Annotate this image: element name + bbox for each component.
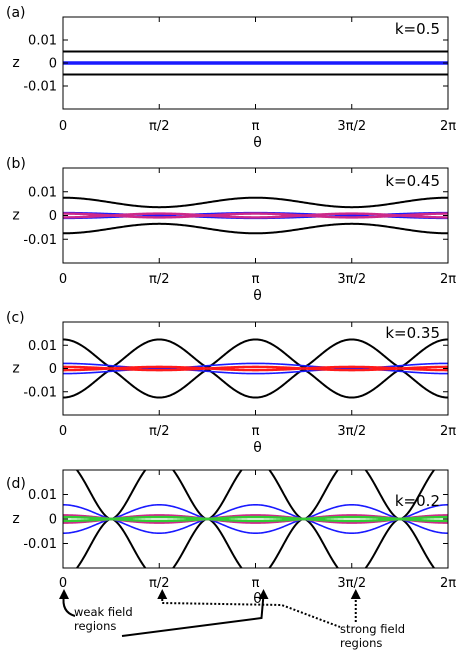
ytick-label: 0.01 xyxy=(28,185,57,200)
xtick-label: 2π xyxy=(440,576,456,591)
strong-arrowhead-3pi2 xyxy=(350,589,361,599)
y-axis-label: z xyxy=(12,208,19,224)
k-value-label: k=0.35 xyxy=(385,324,440,342)
series-green-3-lower xyxy=(63,517,448,523)
curves xyxy=(63,50,448,76)
panel-label: (d) xyxy=(6,476,26,492)
k-value-label: k=0.45 xyxy=(385,172,440,190)
curves xyxy=(63,196,448,235)
panel-label: (b) xyxy=(6,156,26,172)
xtick-label: π/2 xyxy=(149,272,169,287)
ytick-label: 0 xyxy=(49,513,57,528)
x-axis-label: θ xyxy=(253,591,262,607)
strong-arrow-pi2 xyxy=(161,595,341,628)
ytick-label: -0.01 xyxy=(23,233,57,248)
ytick-label: 0.01 xyxy=(28,34,57,49)
series-red-2-upper xyxy=(63,365,448,370)
series-red-2-lower xyxy=(63,367,448,372)
panel-label: (a) xyxy=(6,5,26,21)
series-black-0-lower xyxy=(63,368,448,399)
series-magenta-2-lower xyxy=(63,214,448,219)
ytick-label: 0 xyxy=(49,209,57,224)
x-axis-label: θ xyxy=(253,440,262,456)
strong-field-label: strong field regions xyxy=(340,622,405,650)
ytick-label: -0.01 xyxy=(23,80,57,95)
xtick-label: 2π xyxy=(440,119,456,134)
weak-arrowhead-pi xyxy=(258,589,269,599)
y-axis-label: z xyxy=(12,361,19,377)
xtick-label: π/2 xyxy=(149,424,169,439)
ytick-label: -0.01 xyxy=(23,537,57,552)
curves xyxy=(63,338,448,399)
weak-field-label: weak field regions xyxy=(74,605,133,633)
xtick-label: 3π/2 xyxy=(337,119,366,134)
xtick-label: π xyxy=(252,576,260,591)
series-black-0-upper xyxy=(63,338,448,369)
y-axis-label: z xyxy=(12,511,19,527)
xtick-label: 2π xyxy=(440,272,456,287)
k-value-label: k=0.5 xyxy=(395,20,440,38)
panel-d: 0.01 0 -0.01 0 π/2 π 3π/2 2π θ z (d) k=0.2 weak fiel… xyxy=(6,469,456,650)
xtick-label: π xyxy=(252,119,260,134)
panel-c: 0.01 0 -0.01 0 π/2 π 3π/2 2π θ z (c) k=0.35 xyxy=(6,310,456,456)
series-black-0-lower xyxy=(75,517,436,568)
xtick-label: 0 xyxy=(59,119,67,134)
xtick-label: 3π/2 xyxy=(337,576,366,591)
xtick-label: 3π/2 xyxy=(337,272,366,287)
series-green-3-upper xyxy=(63,515,448,521)
xtick-label: 0 xyxy=(59,576,67,591)
ytick-label: 0 xyxy=(49,57,57,72)
xtick-label: 0 xyxy=(59,272,67,287)
x-axis-label: θ xyxy=(253,135,262,151)
series-black-0-upper xyxy=(63,196,448,209)
series-blue-1-upper xyxy=(63,503,448,520)
ytick-label: 0.01 xyxy=(28,339,57,354)
x-axis-label: θ xyxy=(253,288,262,304)
series-black-0-lower xyxy=(63,222,448,235)
xtick-label: π xyxy=(252,272,260,287)
panel-a: 0.01 0 -0.01 0 π/2 π 3π/2 2π θ z (a) k=0.5 xyxy=(6,5,456,151)
curves xyxy=(63,470,448,568)
xtick-label: 3π/2 xyxy=(337,424,366,439)
panel-label: (c) xyxy=(6,310,25,326)
xtick-label: π/2 xyxy=(149,576,169,591)
xtick-label: π/2 xyxy=(149,119,169,134)
ytick-label: -0.01 xyxy=(23,385,57,400)
series-black-0-upper xyxy=(75,470,436,521)
xtick-label: π xyxy=(252,424,260,439)
weak-arrow-pi xyxy=(121,594,265,637)
ytick-label: 0.01 xyxy=(28,488,57,503)
panel-b: 0.01 0 -0.01 0 π/2 π 3π/2 2π θ z (b) k=0.45 xyxy=(6,156,456,304)
annotations: weak field regions strong field regions xyxy=(59,589,405,650)
series-magenta-2-upper xyxy=(63,212,448,217)
strong-arrowhead-pi2 xyxy=(157,589,168,599)
series-blue-1-lower xyxy=(63,518,448,535)
k-value-label: k=0.2 xyxy=(395,492,440,510)
xtick-label: 0 xyxy=(59,424,67,439)
y-axis-label: z xyxy=(12,55,19,71)
xtick-label: 2π xyxy=(440,424,456,439)
ytick-label: 0 xyxy=(49,362,57,377)
weak-arrowhead-0 xyxy=(59,589,69,599)
